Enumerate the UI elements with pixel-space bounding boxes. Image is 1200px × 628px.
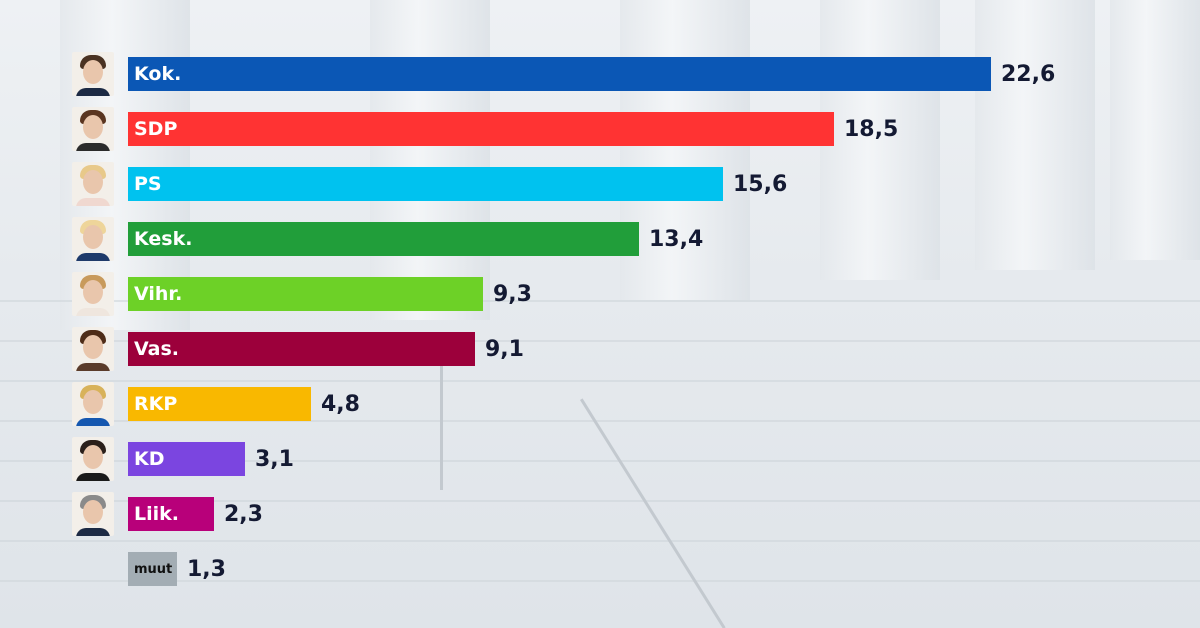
candidate-photo: [72, 52, 114, 96]
bar-row-muut: muut 1,3: [72, 546, 226, 592]
column-shape: [620, 0, 750, 300]
bar: Kok.: [128, 57, 991, 91]
candidate-photo: [72, 327, 114, 371]
column-shape: [370, 0, 490, 320]
bar: SDP: [128, 112, 834, 146]
bar-row-kd: KD 3,1: [72, 436, 294, 482]
party-label: Kesk.: [134, 228, 193, 250]
step-line: [0, 580, 1200, 582]
bar-row-liik: Liik. 2,3: [72, 491, 263, 537]
value-label: 18,5: [844, 116, 899, 142]
party-label: Vas.: [134, 338, 180, 360]
empty-photo-slot: [72, 547, 114, 591]
candidate-photo: [72, 107, 114, 151]
candidate-photo: [72, 492, 114, 536]
step-line: [0, 380, 1200, 382]
bar: RKP: [128, 387, 311, 421]
bar-row-vihr: Vihr. 9,3: [72, 271, 532, 317]
bar: Vas.: [128, 332, 475, 366]
party-label: Liik.: [134, 503, 179, 525]
value-label: 15,6: [733, 171, 788, 197]
bar-row-rkp: RKP 4,8: [72, 381, 360, 427]
candidate-photo: [72, 272, 114, 316]
candidate-photo: [72, 217, 114, 261]
party-label: Kok.: [134, 63, 182, 85]
value-label: 1,3: [187, 556, 226, 582]
step-line: [0, 460, 1200, 462]
handrail: [440, 360, 443, 490]
candidate-photo: [72, 162, 114, 206]
bar: KD: [128, 442, 245, 476]
value-label: 2,3: [224, 501, 263, 527]
step-line: [0, 340, 1200, 342]
bar: muut: [128, 552, 177, 586]
bar-row-ps: PS 15,6: [72, 161, 787, 207]
bar: Vihr.: [128, 277, 483, 311]
value-label: 9,3: [493, 281, 532, 307]
bar: PS: [128, 167, 723, 201]
party-label: RKP: [134, 393, 178, 415]
column-shape: [820, 0, 940, 280]
bar-row-sdp: SDP 18,5: [72, 106, 898, 152]
value-label: 4,8: [321, 391, 360, 417]
step-line: [0, 500, 1200, 502]
step-line: [0, 420, 1200, 422]
value-label: 3,1: [255, 446, 294, 472]
column-shape: [975, 0, 1095, 270]
bar-row-kok: Kok. 22,6: [72, 51, 1055, 97]
value-label: 22,6: [1001, 61, 1056, 87]
party-label: KD: [134, 448, 165, 470]
bar-row-vas: Vas. 9,1: [72, 326, 524, 372]
party-label: PS: [134, 173, 162, 195]
bar-row-kesk: Kesk. 13,4: [72, 216, 703, 262]
party-label: muut: [134, 561, 173, 577]
step-line: [0, 300, 1200, 302]
bar: Kesk.: [128, 222, 639, 256]
candidate-photo: [72, 437, 114, 481]
value-label: 13,4: [649, 226, 704, 252]
value-label: 9,1: [485, 336, 524, 362]
column-shape: [1110, 0, 1200, 260]
bar: Liik.: [128, 497, 214, 531]
step-line: [0, 540, 1200, 542]
party-label: Vihr.: [134, 283, 183, 305]
party-label: SDP: [134, 118, 178, 140]
candidate-photo: [72, 382, 114, 426]
